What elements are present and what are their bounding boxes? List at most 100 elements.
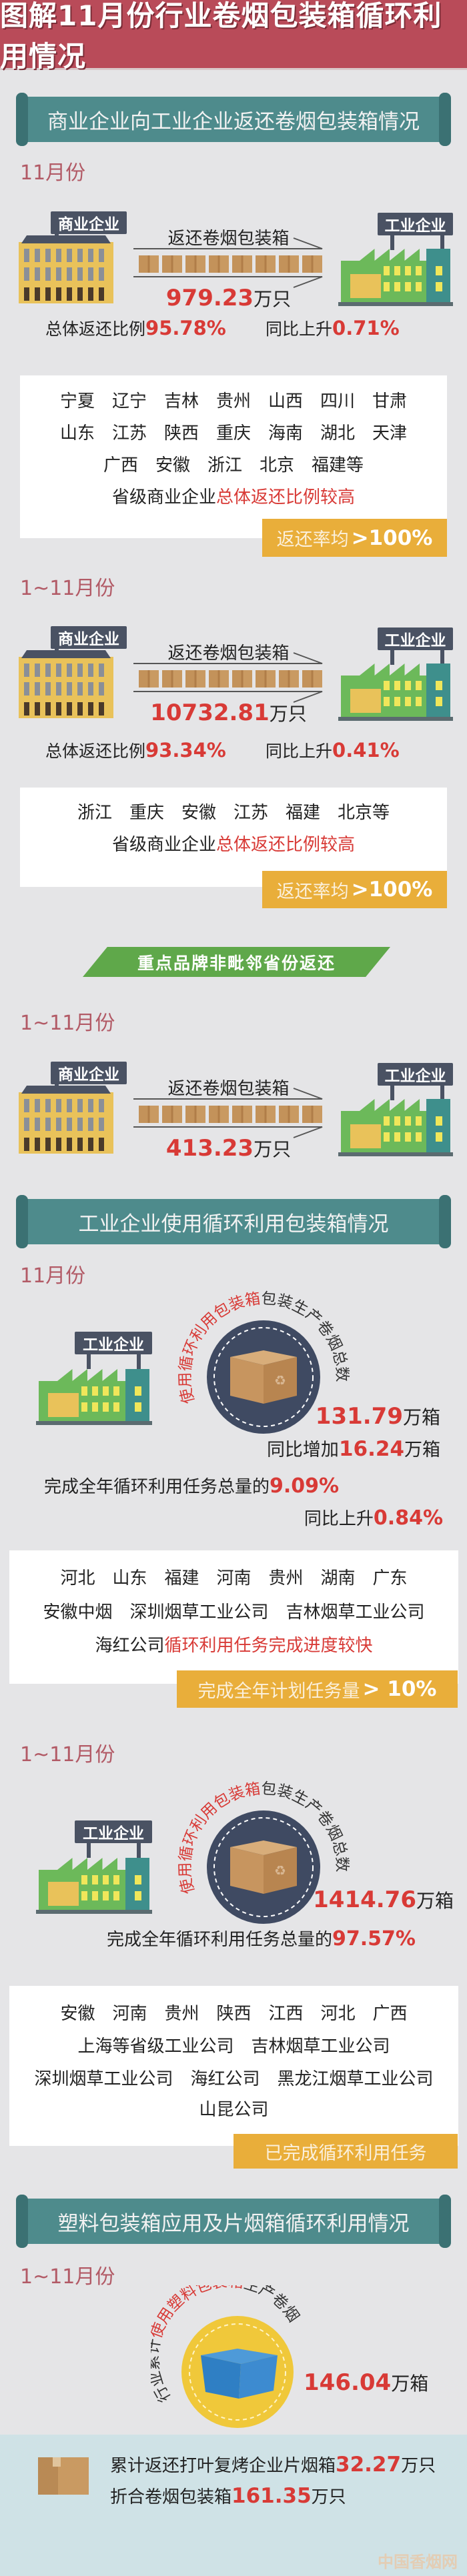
period-label: 1~11月份 [20,2265,115,2289]
text-item: 北京 [260,455,295,475]
text-item: 万箱 [404,1440,440,1460]
text-item: 宁夏 [59,391,95,411]
text-item: 辽宁 [111,391,147,411]
section1-banner: 商业企业向工业企业返还卷烟包装箱情况 [16,93,451,146]
sign-pole [87,1354,91,1369]
key-brands-banner: 重点品牌非毗邻省份返还 [83,947,390,977]
yoy-label: 同比上升 [266,742,333,761]
text-item: 吉林 [163,391,199,411]
company-row: 安徽 河南 贵州 陕西 江西 河北 广西 [9,2003,458,2025]
page-header: 图解11月份行业卷烟包装箱循环利用情况 [0,0,467,73]
text-item: 上海等省级工业公司 [77,2037,234,2057]
return-rate-badge: 返还率均 >100% [262,871,447,908]
sign-pole [440,650,444,665]
text-item: 安徽 [60,2004,95,2024]
recycled-box-badge: ♻ 使用循环利用包装箱包装生产卷烟总数 [177,1290,350,1434]
sign-pole [440,235,444,250]
factory-icon [338,1099,453,1156]
text-item: 安徽 [181,803,216,823]
company-row: 安徽中烟 深圳烟草工业公司 吉林烟草工业公司 [9,1601,458,1624]
text-item: 万箱 [402,1406,440,1428]
text-item: 湖南 [320,1568,356,1588]
industrial-enterprise: 工业企业 [0,1820,160,1914]
text-item: 9.09% [270,1474,340,1498]
completion-value: 完成全年循环利用任务总量的97.57% [107,1927,416,1952]
factory-icon [338,664,453,721]
text-item: 河南 [216,1568,252,1588]
sign-pole [137,1843,141,1858]
flow-value: 979.23万只 [133,285,324,311]
text-item: 万只 [401,2456,436,2476]
factory-icon [36,1858,152,1914]
period-label: 1~11月份 [20,1743,115,1766]
text-item: 万只 [254,288,292,310]
text-item: 10732.81 [150,700,270,726]
text-item: 福建等 [312,455,364,475]
ratio-label: 总体返还比例 [45,319,146,339]
commercial-enterprise-sign: 商业企业 [51,211,127,234]
commercial-building-icon [19,235,113,303]
period-label: 1~11月份 [20,577,115,600]
ratio-value: 93.34% [145,739,226,762]
flow-value: 10732.81万只 [133,700,324,726]
company-list-box: 河北 山东 福建 河南 贵州 湖南 广东 安徽中烟 深圳烟草工业公司 吉林烟草工业公司 海红公司… [9,1550,458,1684]
text-item: 山西 [268,391,304,411]
text-item: 折合卷烟包装箱 [110,2487,232,2507]
text-item: 山东 [112,1568,147,1588]
text-item: 146.04 [304,2369,392,2396]
svg-text:♻: ♻ [274,1862,286,1878]
commercial-enterprise-sign: 商业企业 [51,1062,127,1084]
sign-pole [440,1086,444,1100]
province-note: 省级商业企业总体返还比例较高 [20,486,447,509]
yoy-value: 0.41% [332,739,400,762]
yoy-value: 0.71% [332,317,400,339]
company-row: 深圳烟草工业公司 海红公司 黑龙江烟草工业公司 [9,2068,458,2091]
tobacco-box-summary: 累计返还打叶复烤企业片烟箱32.27万只 折合卷烟包装箱161.35万只 中国香… [0,2435,467,2576]
industrial-enterprise-sign: 工业企业 [378,213,453,235]
industrial-enterprise-sign: 工业企业 [75,1820,152,1843]
text-item: 四川 [320,391,356,411]
commercial-building-icon [19,650,113,718]
period-label: 11月份 [20,161,86,185]
company-list-box: 安徽 河南 贵州 陕西 江西 河北 广西 上海等省级工业公司 吉林烟草工业公司 深圳烟草工业公… [9,1986,458,2146]
sign-pole [390,235,394,250]
return-diagram: 商业企业 返还卷烟包装箱 413.23万只 工业企业 [0,1062,467,1168]
completion-value: 完成全年循环利用任务总量的9.09% [44,1474,339,1499]
text-item: 979.23 [165,285,254,311]
company-row: 上海等省级工业公司 吉林烟草工业公司 [9,2035,458,2058]
text-item: 总体返还比例较高 [216,487,356,507]
return-diagram: 商业企业 返还卷烟包装箱 979.23万只 工业企业 [0,211,467,318]
equivalent-box-line: 折合卷烟包装箱161.35万只 [110,2484,346,2509]
province-row: 山东 江苏 陕西 重庆 海南 湖北 天津 [20,422,447,445]
province-list-box: 浙江 重庆 安徽 江苏 福建 北京等 省级商业企业总体返还比例较高 [20,788,447,887]
total-value: 131.79万箱 [316,1404,440,1430]
arrow-icon [133,652,323,703]
leaf-box-line: 累计返还打叶复烤企业片烟箱32.27万只 [110,2453,436,2478]
flow-label: 返还卷烟包装箱 [167,643,290,664]
text-item: 贵州 [268,1568,304,1588]
flow-label: 返还卷烟包装箱 [167,229,290,249]
text-item: 万箱 [391,2373,429,2395]
total-value: 1414.76万箱 [313,1888,454,1914]
sign-pole [137,1354,141,1369]
text-item: 重庆 [215,423,251,443]
period-label: 11月份 [20,1264,86,1288]
ratio-label: 总体返还比例 [45,742,146,761]
text-item: 万只 [254,1138,292,1160]
plastic-box-badge: 行业累计使用塑料包装箱生产卷烟 [151,2285,302,2428]
text-item: 北京等 [338,803,390,823]
text-item: 江苏 [234,803,269,823]
province-row: 宁夏 辽宁 吉林 贵州 山西 四川 甘肃 [20,390,447,413]
return-rate-badge: 返还率均 >100% [262,519,447,557]
text-item: 安徽 [155,455,190,475]
text-item: 吉林烟草工业公司 [286,1602,425,1622]
company-row: 河北 山东 福建 河南 贵州 湖南 广东 [9,1567,458,1590]
text-item: 湖北 [320,423,356,443]
sign-pole [390,1086,394,1100]
section3-banner: 塑料包装箱应用及片烟箱循环利用情况 [16,2195,451,2248]
text-item: 安徽中烟 [43,1602,113,1622]
text-item: 陕西 [163,423,199,443]
flow-value: 413.23万只 [133,1135,324,1162]
text-item: 413.23 [165,1135,254,1162]
text-item: 重庆 [129,803,164,823]
